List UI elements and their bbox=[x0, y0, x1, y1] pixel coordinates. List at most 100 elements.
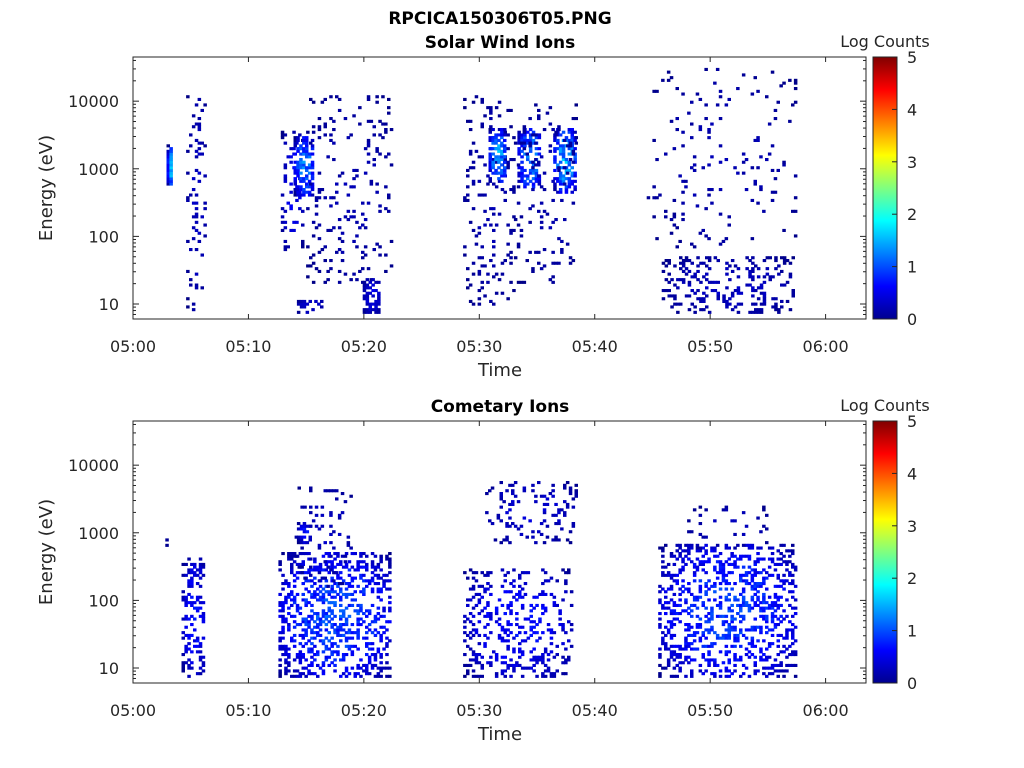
heatmap-cell bbox=[311, 253, 316, 257]
heatmap-cell bbox=[310, 663, 314, 667]
heatmap-cell bbox=[664, 644, 668, 648]
heatmap-cell bbox=[301, 560, 305, 564]
heatmap-cell bbox=[666, 647, 671, 651]
heatmap-cell bbox=[327, 620, 331, 624]
heatmap-cell bbox=[203, 201, 207, 205]
heatmap-cell bbox=[463, 97, 467, 101]
heatmap-cell bbox=[365, 568, 369, 572]
heatmap-cell bbox=[554, 130, 558, 134]
heatmap-cell bbox=[561, 642, 565, 646]
heatmap-cell bbox=[339, 617, 343, 621]
heatmap-cell bbox=[370, 587, 375, 591]
heatmap-cell bbox=[701, 560, 705, 564]
heatmap-cell bbox=[546, 623, 551, 627]
heatmap-cell bbox=[770, 603, 775, 607]
heatmap-cell bbox=[321, 642, 326, 646]
heatmap-cell bbox=[385, 587, 389, 591]
heatmap-cell bbox=[672, 562, 677, 566]
heatmap-cell bbox=[516, 185, 521, 189]
heatmap-cell bbox=[724, 103, 729, 107]
heatmap-cell bbox=[471, 182, 476, 186]
heatmap-cell bbox=[678, 546, 682, 550]
heatmap-cell bbox=[290, 636, 294, 640]
heatmap-cell bbox=[678, 174, 682, 178]
heatmap-cell bbox=[531, 188, 535, 192]
heatmap-cell bbox=[337, 237, 342, 241]
heatmap-cell bbox=[287, 623, 291, 627]
heatmap-cell bbox=[724, 598, 729, 602]
heatmap-cell bbox=[281, 573, 285, 577]
heatmap-cell bbox=[341, 633, 346, 637]
heatmap-cell bbox=[290, 603, 294, 607]
heatmap-cell bbox=[488, 179, 492, 183]
heatmap-cell bbox=[500, 669, 505, 673]
heatmap-cell bbox=[698, 579, 703, 583]
heatmap-cell bbox=[791, 565, 795, 569]
heatmap-cell bbox=[548, 106, 553, 110]
heatmap-cell bbox=[531, 530, 535, 534]
heatmap-cell bbox=[494, 223, 499, 227]
heatmap-cell bbox=[512, 650, 516, 654]
heatmap-cell bbox=[698, 625, 703, 629]
heatmap-cell bbox=[730, 628, 734, 632]
heatmap-cell bbox=[329, 196, 333, 200]
heatmap-cell bbox=[782, 554, 786, 558]
heatmap-cell bbox=[658, 653, 662, 657]
heatmap-cell bbox=[791, 631, 795, 635]
heatmap-cell bbox=[537, 136, 542, 140]
heatmap-cell bbox=[767, 644, 772, 648]
heatmap-cell bbox=[543, 606, 548, 610]
heatmap-cell bbox=[658, 590, 662, 594]
heatmap-cell bbox=[480, 609, 484, 613]
heatmap-cell bbox=[687, 633, 691, 637]
heatmap-cell bbox=[779, 543, 783, 547]
heatmap-cell bbox=[385, 554, 389, 558]
heatmap-cell bbox=[365, 614, 369, 618]
heatmap-cell bbox=[567, 160, 572, 164]
heatmap-cell bbox=[280, 133, 285, 137]
heatmap-cell bbox=[509, 609, 513, 613]
heatmap-cell bbox=[483, 223, 487, 227]
heatmap-cell bbox=[343, 560, 348, 564]
heatmap-cell bbox=[184, 661, 188, 665]
heatmap-cell bbox=[304, 571, 308, 575]
heatmap-cell bbox=[765, 513, 769, 517]
heatmap-cell bbox=[692, 595, 697, 599]
heatmap-cell bbox=[558, 149, 563, 153]
heatmap-cells-solar-wind bbox=[166, 67, 798, 314]
heatmap-cell bbox=[782, 543, 786, 547]
heatmap-cell bbox=[773, 108, 778, 112]
heatmap-cell bbox=[512, 636, 516, 640]
heatmap-cell bbox=[788, 644, 792, 648]
heatmap-cell bbox=[793, 78, 798, 82]
heatmap-cell bbox=[377, 308, 381, 312]
heatmap-cell bbox=[169, 147, 173, 151]
heatmap-cell bbox=[287, 592, 291, 596]
heatmap-cell bbox=[543, 663, 548, 667]
heatmap-cell bbox=[296, 527, 301, 531]
heatmap-cell bbox=[343, 117, 348, 121]
colorbar-tick-label: 1 bbox=[907, 258, 917, 277]
heatmap-cell bbox=[791, 614, 795, 618]
heatmap-cell bbox=[684, 549, 688, 553]
heatmap-cell bbox=[681, 557, 685, 561]
heatmap-cell bbox=[373, 674, 378, 678]
heatmap-cell bbox=[788, 261, 793, 265]
heatmap-cell bbox=[365, 294, 370, 298]
heatmap-cell bbox=[370, 603, 375, 607]
heatmap-cell bbox=[376, 672, 381, 676]
heatmap-cell bbox=[371, 289, 375, 293]
heatmap-cell bbox=[733, 653, 737, 657]
heatmap-cell bbox=[728, 297, 732, 301]
heatmap-cell bbox=[661, 666, 665, 670]
heatmap-cell bbox=[571, 497, 576, 501]
heatmap-cell bbox=[302, 305, 307, 309]
heatmap-cell bbox=[321, 592, 326, 596]
heatmap-cell bbox=[497, 158, 501, 162]
heatmap-cell bbox=[788, 554, 792, 558]
heatmap-cell bbox=[528, 138, 533, 142]
heatmap-cell bbox=[759, 625, 763, 629]
heatmap-cell bbox=[477, 179, 482, 183]
heatmap-cell bbox=[693, 305, 697, 309]
heatmap-cell bbox=[756, 598, 760, 602]
